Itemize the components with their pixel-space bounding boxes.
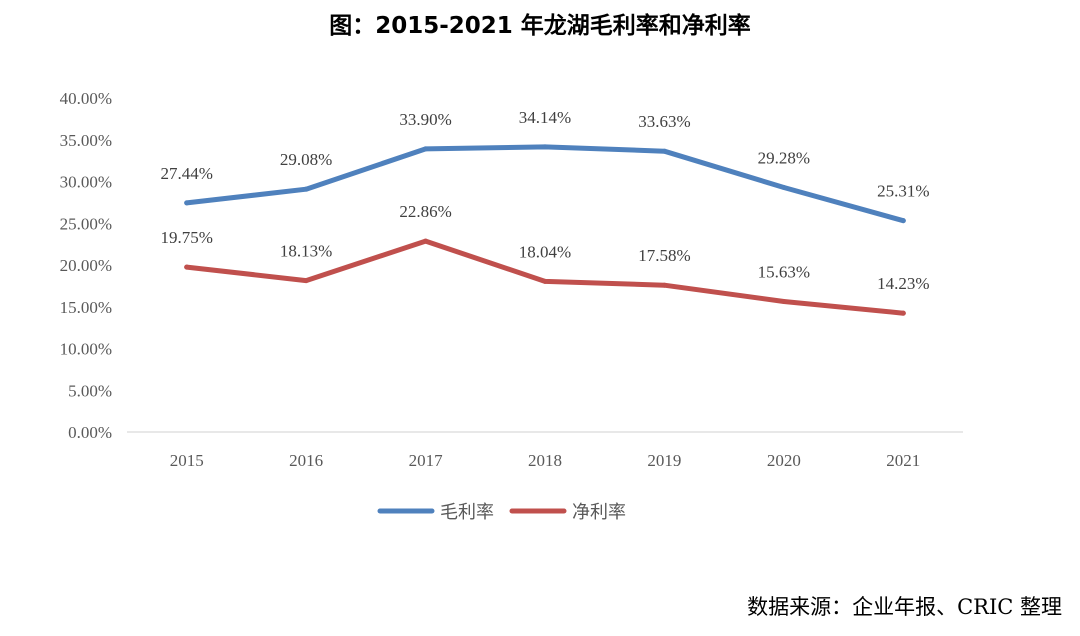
x-tick-label: 2020 <box>767 451 801 470</box>
data-point <box>661 282 667 288</box>
data-point <box>184 200 190 206</box>
data-point <box>781 298 787 304</box>
y-tick-label: 15.00% <box>60 298 112 317</box>
data-label: 33.63% <box>638 112 690 131</box>
data-label: 33.90% <box>399 110 451 129</box>
x-tick-label: 2021 <box>886 451 920 470</box>
data-label: 22.86% <box>399 202 451 221</box>
data-source-note: 数据来源：企业年报、CRIC 整理 <box>747 595 1062 619</box>
data-point <box>542 278 548 284</box>
data-point <box>781 185 787 191</box>
data-point <box>423 238 429 244</box>
x-tick-label: 2016 <box>289 451 323 470</box>
legend-label: 净利率 <box>572 502 626 523</box>
data-point <box>303 278 309 284</box>
data-label: 14.23% <box>877 274 929 293</box>
y-tick-label: 0.00% <box>68 423 112 442</box>
x-tick-label: 2015 <box>170 451 204 470</box>
data-label: 15.63% <box>758 262 810 281</box>
y-tick-label: 20.00% <box>60 256 112 275</box>
data-label: 17.58% <box>638 246 690 265</box>
data-point <box>303 186 309 192</box>
data-label: 27.44% <box>161 164 213 183</box>
data-label: 18.04% <box>519 242 571 261</box>
chart-title: 图：2015-2021 年龙湖毛利率和净利率 <box>329 13 751 39</box>
data-point <box>423 146 429 152</box>
y-tick-label: 5.00% <box>68 381 112 400</box>
y-tick-label: 25.00% <box>60 214 112 233</box>
data-label: 29.08% <box>280 150 332 169</box>
y-tick-label: 40.00% <box>60 89 112 108</box>
data-label: 29.28% <box>758 149 810 168</box>
x-tick-label: 2017 <box>409 451 444 470</box>
x-tick-label: 2018 <box>528 451 562 470</box>
data-label: 34.14% <box>519 108 571 127</box>
data-point <box>661 148 667 154</box>
data-point <box>542 144 548 150</box>
data-point <box>900 218 906 224</box>
x-tick-label: 2019 <box>647 451 681 470</box>
data-label: 18.13% <box>280 242 332 261</box>
data-point <box>184 264 190 270</box>
data-label: 25.31% <box>877 182 929 201</box>
data-label: 19.75% <box>161 228 213 247</box>
data-point <box>900 310 906 316</box>
legend-label: 毛利率 <box>440 502 494 523</box>
y-tick-label: 10.00% <box>60 340 112 359</box>
y-tick-label: 35.00% <box>60 131 112 150</box>
y-tick-label: 30.00% <box>60 173 112 192</box>
